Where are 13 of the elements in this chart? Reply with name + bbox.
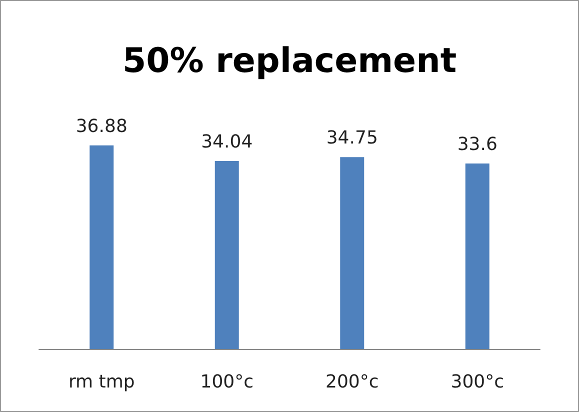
bar <box>214 161 239 349</box>
x-tick-label: 300°c <box>450 372 504 392</box>
data-label: 34.75 <box>326 128 378 149</box>
bar <box>90 145 114 349</box>
bar <box>465 163 490 349</box>
x-tick-label: 200°c <box>325 372 379 392</box>
x-tick-label: rm tmp <box>68 372 135 392</box>
data-label: 36.88 <box>76 116 128 137</box>
x-tick-label: 100°c <box>200 372 254 392</box>
data-label: 33.6 <box>457 134 498 155</box>
data-label: 34.04 <box>201 132 253 153</box>
bar <box>340 157 364 349</box>
chart-title: 50% replacement <box>122 41 457 81</box>
